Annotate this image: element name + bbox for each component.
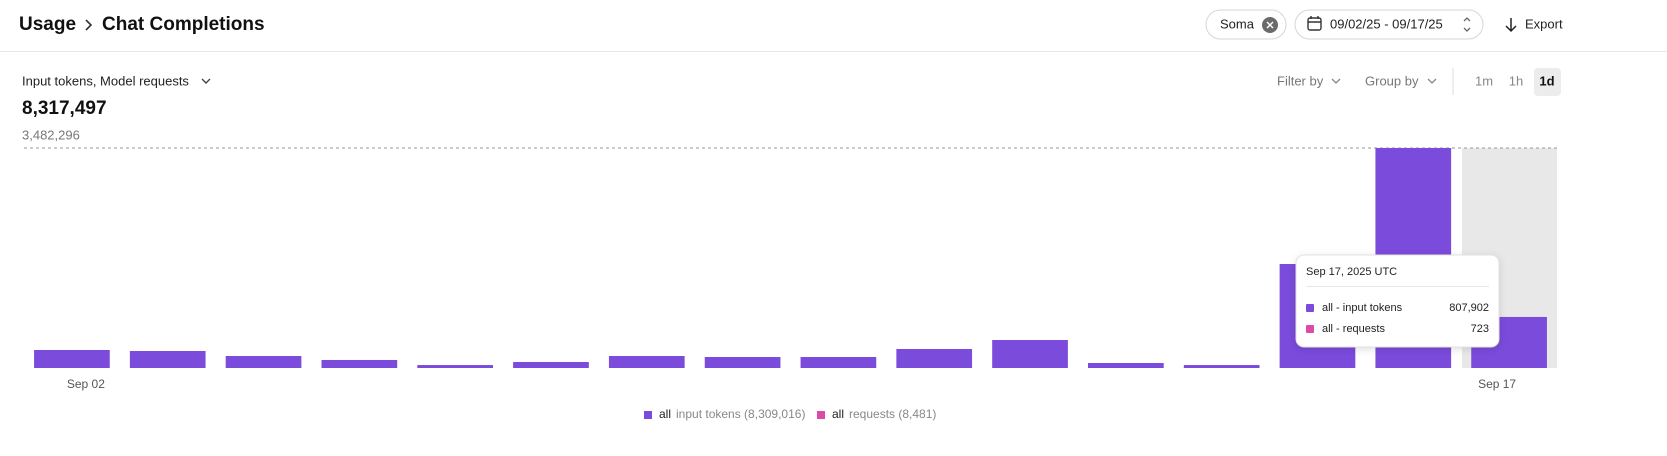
bar	[800, 357, 877, 368]
bar	[1087, 363, 1164, 368]
legend-swatch	[817, 411, 825, 419]
bar	[513, 361, 589, 368]
date-range-chip[interactable]	[1294, 9, 1484, 40]
granularity-option[interactable]: 1m	[1475, 73, 1493, 88]
selector-chevron	[201, 78, 211, 84]
filter-by[interactable]: Filter by	[1277, 73, 1324, 88]
bar	[704, 357, 781, 368]
granularity-option[interactable]: 1h	[1509, 73, 1523, 88]
tooltip-rows: all - input tokens 807,902 all - requests 7…	[1306, 302, 1489, 335]
tooltip-swatch	[1306, 304, 1314, 312]
legend-name: all	[832, 407, 844, 421]
bar	[321, 359, 398, 368]
tooltip-swatch	[1306, 325, 1314, 333]
export-icon	[1505, 18, 1517, 33]
tooltip: Sep 17, 2025 UTC all - input tokens 807,9…	[1295, 254, 1500, 348]
tooltip-label: all - input tokens	[1322, 302, 1403, 314]
bar	[896, 348, 973, 368]
calendar-icon	[1307, 16, 1322, 31]
y-tick-label: 3,482,296	[22, 127, 80, 142]
bar	[417, 365, 494, 368]
legend-label: input tokens (8,309,016)	[676, 407, 805, 421]
x-tick-label: Sep 17	[1478, 377, 1516, 391]
granularity-group: 1m 1h 1d	[1475, 68, 1561, 96]
group-chevron	[1427, 78, 1437, 84]
bar	[34, 349, 110, 368]
clear-icon	[1266, 21, 1274, 29]
project-name: Soma	[1220, 16, 1255, 31]
x-tick-label: Sep 02	[67, 377, 105, 391]
legend-swatch	[644, 411, 652, 419]
legend-label: requests (8,481)	[849, 407, 936, 421]
group-by[interactable]: Group by	[1365, 73, 1419, 88]
tooltip-title: Sep 17, 2025 UTC	[1306, 266, 1397, 278]
granularity-selected-bg	[1534, 68, 1561, 96]
tooltip-value: 723	[1471, 323, 1489, 335]
breadcrumb-root[interactable]: Usage	[19, 14, 76, 35]
sort-icon	[1463, 17, 1471, 32]
tooltip-value: 807,902	[1449, 302, 1489, 314]
bar	[608, 355, 685, 368]
bar	[225, 355, 302, 368]
date-range: 09/02/25 - 09/17/25	[1330, 16, 1443, 31]
legend-name: all	[659, 407, 671, 421]
breadcrumb-chevron	[85, 19, 93, 31]
tooltip-box	[1295, 254, 1500, 348]
bar	[992, 340, 1068, 368]
metric-selector[interactable]: Input tokens, Model requests	[22, 73, 189, 88]
tooltip-label: all - requests	[1322, 323, 1385, 335]
total-value: 8,317,497	[22, 98, 107, 119]
bar	[129, 351, 206, 368]
bar	[1183, 365, 1260, 368]
granularity-option[interactable]: 1d	[1539, 73, 1554, 88]
breadcrumb-current: Chat Completions	[102, 14, 265, 35]
filter-chevron	[1331, 78, 1341, 84]
export-button[interactable]: Export	[1525, 16, 1563, 31]
